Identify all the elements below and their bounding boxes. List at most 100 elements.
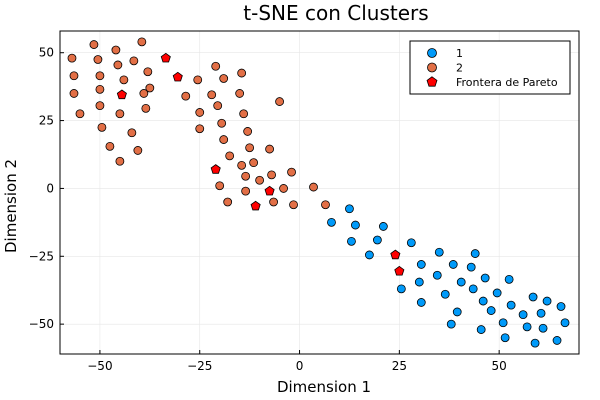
legend-marker: [427, 62, 437, 73]
data-point: [193, 75, 203, 85]
data-point: [235, 89, 245, 98]
data-point: [365, 250, 374, 260]
data-point: [287, 167, 296, 177]
axis-ticks: −50 −25 0 25 50 −50 −25 0 25 50: [29, 46, 507, 373]
data-point: [321, 200, 330, 210]
data-point: [215, 181, 225, 191]
series-3: [116, 52, 405, 276]
data-point: [275, 97, 284, 106]
data-point: [492, 288, 502, 298]
data-point: [416, 298, 426, 307]
data-point: [95, 84, 105, 94]
data-point: [522, 322, 532, 332]
data-point: [498, 318, 508, 328]
data-point: [145, 83, 155, 93]
data-point: [536, 308, 546, 318]
x-tick-label: −25: [187, 359, 212, 373]
data-point: [506, 300, 516, 310]
data-point: [480, 273, 490, 283]
data-point: [115, 109, 125, 119]
legend-marker: [427, 48, 437, 58]
data-point: [478, 296, 488, 306]
data-points: [67, 37, 570, 348]
data-point: [95, 71, 105, 81]
data-point: [528, 292, 538, 302]
data-point: [255, 175, 265, 185]
y-tick-label: −50: [29, 317, 54, 331]
data-point: [327, 217, 336, 227]
data-point: [137, 37, 147, 47]
data-point: [504, 274, 514, 284]
legend-label: Frontera de Pareto: [456, 76, 558, 89]
data-point: [249, 158, 259, 168]
data-point: [95, 101, 105, 111]
pareto-point: [264, 185, 275, 196]
chart-title: t-SNE con Clusters: [243, 1, 428, 25]
data-point: [378, 222, 388, 231]
data-point: [279, 184, 288, 193]
data-point: [351, 220, 360, 230]
data-point: [219, 74, 229, 83]
data-point: [448, 260, 458, 269]
data-point: [143, 67, 153, 77]
data-point: [111, 45, 121, 55]
data-point: [97, 122, 107, 132]
data-point: [265, 144, 274, 154]
data-point: [416, 260, 426, 269]
data-point: [470, 249, 480, 258]
data-point: [213, 101, 223, 111]
data-point: [556, 302, 566, 311]
data-point: [195, 124, 205, 134]
data-point: [456, 277, 466, 287]
data-point: [225, 151, 235, 161]
data-point: [141, 103, 151, 113]
y-axis-label: Dimension 2: [2, 159, 20, 253]
data-point: [560, 318, 570, 328]
x-tick-label: 25: [392, 359, 407, 373]
data-point: [309, 182, 318, 192]
data-point: [518, 310, 528, 320]
data-point: [223, 197, 233, 207]
data-point: [241, 186, 251, 196]
data-point: [486, 306, 496, 315]
data-point: [69, 71, 79, 81]
data-point: [468, 284, 478, 294]
legend-label: 1: [456, 47, 463, 60]
data-point: [289, 200, 298, 210]
pareto-point: [172, 71, 183, 82]
data-point: [237, 68, 247, 78]
data-point: [241, 171, 251, 181]
data-point: [538, 323, 548, 333]
y-tick-label: −25: [29, 249, 54, 263]
data-point: [127, 128, 137, 138]
data-point: [452, 307, 462, 317]
data-point: [195, 108, 205, 117]
data-point: [432, 270, 442, 280]
data-point: [181, 91, 191, 101]
data-point: [113, 60, 123, 70]
data-point: [446, 319, 456, 329]
data-point: [93, 55, 103, 64]
data-point: [372, 235, 382, 245]
x-axis-label: Dimension 1: [277, 378, 371, 396]
data-point: [476, 325, 486, 334]
data-point: [105, 141, 115, 151]
data-point: [69, 89, 79, 98]
x-tick-label: 50: [492, 359, 507, 373]
data-point: [219, 135, 229, 144]
data-point: [139, 89, 149, 98]
pareto-point: [250, 200, 261, 211]
data-point: [269, 197, 278, 207]
data-point: [542, 296, 552, 306]
data-point: [89, 40, 99, 49]
data-point: [75, 109, 85, 119]
plot-frame: [59, 30, 580, 355]
data-point: [243, 127, 253, 136]
data-point: [500, 333, 510, 343]
data-point: [115, 156, 125, 166]
data-point: [129, 56, 139, 66]
x-tick-label: −50: [87, 359, 112, 373]
data-point: [406, 238, 416, 248]
